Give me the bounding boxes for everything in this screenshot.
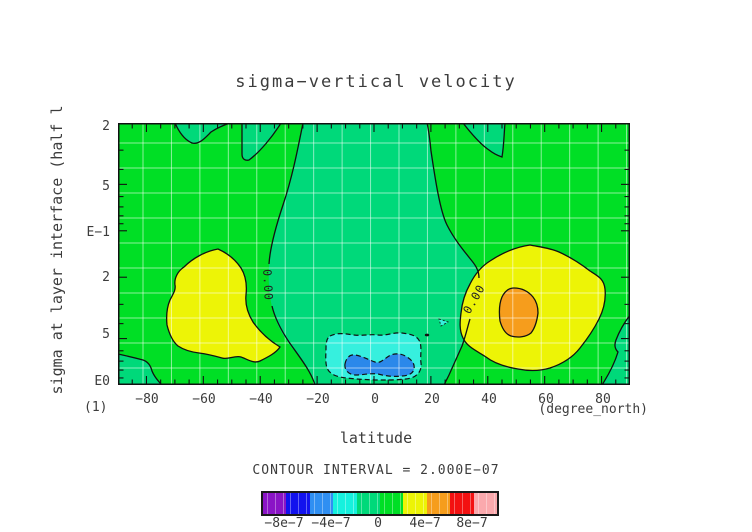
- colorbar-segment: [380, 493, 404, 514]
- contour-interval-text: CONTOUR INTERVAL = 2.000E−07: [252, 463, 500, 478]
- x-tick-label: 20: [424, 392, 440, 407]
- y-tick-label: 5: [102, 179, 110, 194]
- page-title: sigma−vertical velocity: [235, 72, 517, 92]
- band-blue-core: [344, 353, 415, 377]
- contour-lines-solid: [118, 123, 630, 385]
- plot-border: [118, 123, 630, 385]
- y-axis-label: sigma at layer interface (half l: [48, 105, 66, 395]
- x-tick-label: −60: [192, 392, 216, 407]
- band-orange-maximum: [499, 288, 538, 337]
- colorbar-segment: [263, 493, 287, 514]
- y-tick-label: 5: [102, 327, 110, 342]
- band-cyan-speck: [438, 318, 449, 327]
- x-axis-unit: (degree_north): [538, 402, 648, 417]
- x-tick-label: −80: [135, 392, 159, 407]
- x-tick-label: 0: [371, 392, 379, 407]
- contour-lines-dashed: [325, 332, 422, 381]
- colorbar-label: 4e−7: [409, 516, 441, 531]
- x-tick-label: 80: [595, 392, 611, 407]
- x-tick-label: 60: [538, 392, 554, 407]
- colorbar-segment: [356, 493, 381, 514]
- colorbar: [261, 491, 499, 516]
- y-tick-label: 2: [102, 119, 110, 134]
- x-axis-label: latitude: [339, 429, 413, 447]
- colorbar-segment: [473, 493, 498, 514]
- colorbar-segment: [309, 493, 334, 514]
- colorbar-label: 0: [374, 516, 382, 531]
- x-tick-label: 40: [481, 392, 497, 407]
- band-yellow-south: [166, 249, 280, 362]
- colorbar-label: −4e−7: [311, 516, 351, 531]
- y-axis-unit: (1): [84, 400, 108, 415]
- y-tick-label: 2: [102, 270, 110, 285]
- grid-lines: [118, 123, 630, 385]
- y-tick-label: E0: [94, 374, 110, 389]
- colorbar-segment: [426, 493, 451, 514]
- colorbar-segment: [286, 493, 310, 514]
- colorbar-segment: [450, 493, 474, 514]
- y-tick-label: E−1: [86, 225, 110, 240]
- contour-plot-canvas: 0.00 0.00: [118, 123, 630, 385]
- x-tick-label: −20: [306, 392, 330, 407]
- colorbar-label: 8e−7: [456, 516, 488, 531]
- colorbar-label: −8e−7: [264, 516, 304, 531]
- x-tick-label: −40: [249, 392, 273, 407]
- band-central-weak-negative: [268, 123, 479, 385]
- colorbar-segment: [403, 493, 427, 514]
- colorbar-segment: [333, 493, 357, 514]
- zero-contour-label-left: 0.00: [260, 269, 276, 301]
- axis-ticks: [119, 124, 629, 384]
- band-top-notch-b: [242, 123, 281, 161]
- contour-speck: [424, 333, 430, 337]
- band-bottom-left-corner: [118, 354, 162, 385]
